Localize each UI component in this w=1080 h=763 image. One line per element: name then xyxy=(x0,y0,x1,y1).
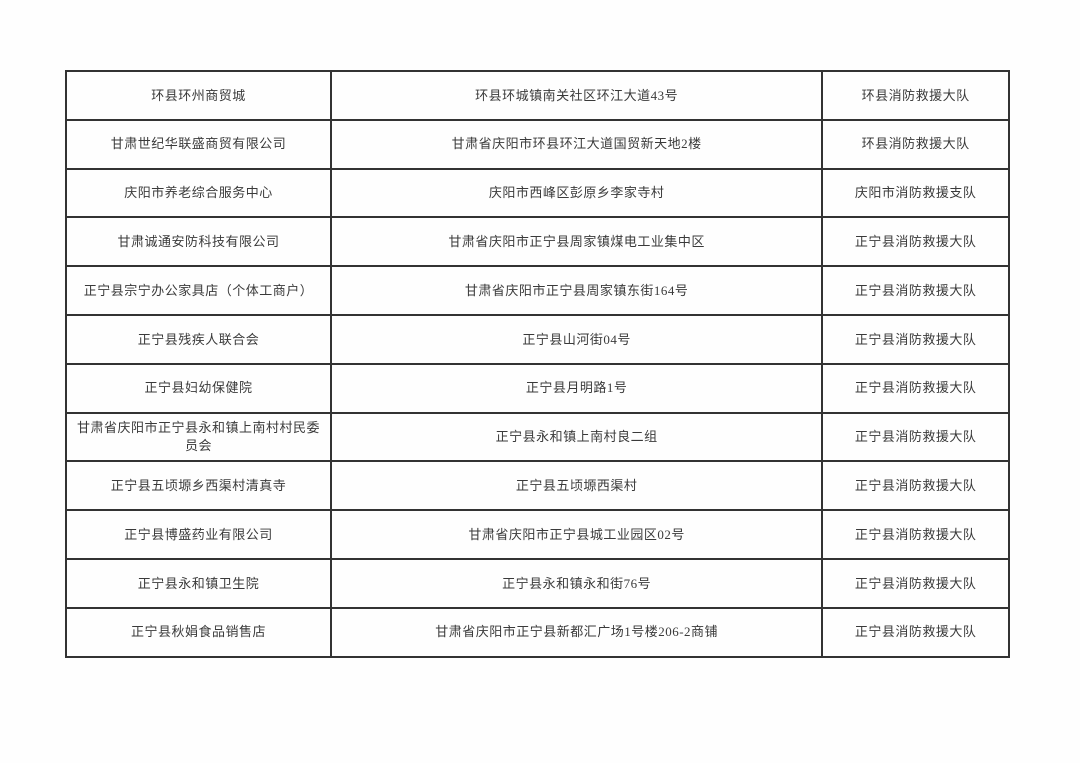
table-body: 环县环州商贸城 环县环城镇南关社区环江大道43号 环县消防救援大队 甘肃世纪华联盛商贸… xyxy=(65,70,1010,658)
table-row: 正宁县秋娟食品销售店 甘肃省庆阳市正宁县新都汇广场1号楼206-2商铺 正宁县消防救… xyxy=(65,606,1010,658)
table-row: 正宁县妇幼保健院 正宁县月明路1号 正宁县消防救援大队 xyxy=(65,362,1010,414)
table-row: 甘肃世纪华联盛商贸有限公司 甘肃省庆阳市环县环江大道国贸新天地2楼 环县消防救援大队 xyxy=(65,118,1010,170)
agency-cell: 正宁县消防救援大队 xyxy=(821,509,1010,560)
agency-cell: 正宁县消防救援大队 xyxy=(821,265,1010,316)
table-row: 环县环州商贸城 环县环城镇南关社区环江大道43号 环县消防救援大队 xyxy=(65,70,1010,121)
unit-name-cell: 甘肃世纪华联盛商贸有限公司 xyxy=(65,118,332,170)
unit-name-cell: 甘肃诚通安防科技有限公司 xyxy=(65,216,332,268)
unit-name-cell: 正宁县宗宁办公家具店（个体工商户） xyxy=(65,265,332,316)
agency-cell: 环县消防救援大队 xyxy=(821,70,1010,121)
address-cell: 正宁县五顷塬西渠村 xyxy=(329,460,824,512)
address-cell: 甘肃省庆阳市正宁县城工业园区02号 xyxy=(329,509,824,560)
table-row: 甘肃省庆阳市正宁县永和镇上南村村民委员会 正宁县永和镇上南村良二组 正宁县消防救援大… xyxy=(65,411,1010,463)
unit-name-cell: 正宁县残疾人联合会 xyxy=(65,313,332,365)
address-cell: 甘肃省庆阳市正宁县新都汇广场1号楼206-2商铺 xyxy=(329,606,824,658)
agency-cell: 正宁县消防救援大队 xyxy=(821,313,1010,365)
address-cell: 甘肃省庆阳市正宁县周家镇东街164号 xyxy=(329,265,824,316)
unit-name-cell: 正宁县秋娟食品销售店 xyxy=(65,606,332,658)
address-cell: 甘肃省庆阳市正宁县周家镇煤电工业集中区 xyxy=(329,216,824,268)
unit-name-cell: 正宁县永和镇卫生院 xyxy=(65,557,332,609)
address-cell: 正宁县永和镇永和街76号 xyxy=(329,557,824,609)
unit-name-cell: 环县环州商贸城 xyxy=(65,70,332,121)
table-row: 甘肃诚通安防科技有限公司 甘肃省庆阳市正宁县周家镇煤电工业集中区 正宁县消防救援大队 xyxy=(65,216,1010,268)
unit-name-cell: 正宁县博盛药业有限公司 xyxy=(65,509,332,560)
table-row: 庆阳市养老综合服务中心 庆阳市西峰区彭原乡李家寺村 庆阳市消防救援支队 xyxy=(65,167,1010,219)
establishment-directory-table: 环县环州商贸城 环县环城镇南关社区环江大道43号 环县消防救援大队 甘肃世纪华联盛商贸… xyxy=(65,70,1010,658)
unit-name-cell: 正宁县妇幼保健院 xyxy=(65,362,332,414)
agency-cell: 正宁县消防救援大队 xyxy=(821,411,1010,463)
agency-cell: 庆阳市消防救援支队 xyxy=(821,167,1010,219)
agency-cell: 正宁县消防救援大队 xyxy=(821,606,1010,658)
table-row: 正宁县残疾人联合会 正宁县山河街04号 正宁县消防救援大队 xyxy=(65,313,1010,365)
unit-name-cell: 庆阳市养老综合服务中心 xyxy=(65,167,332,219)
address-cell: 正宁县月明路1号 xyxy=(329,362,824,414)
agency-cell: 环县消防救援大队 xyxy=(821,118,1010,170)
address-cell: 庆阳市西峰区彭原乡李家寺村 xyxy=(329,167,824,219)
address-cell: 环县环城镇南关社区环江大道43号 xyxy=(329,70,824,121)
table-row: 正宁县永和镇卫生院 正宁县永和镇永和街76号 正宁县消防救援大队 xyxy=(65,557,1010,609)
agency-cell: 正宁县消防救援大队 xyxy=(821,362,1010,414)
table-row: 正宁县宗宁办公家具店（个体工商户） 甘肃省庆阳市正宁县周家镇东街164号 正宁县消防… xyxy=(65,265,1010,316)
agency-cell: 正宁县消防救援大队 xyxy=(821,216,1010,268)
agency-cell: 正宁县消防救援大队 xyxy=(821,557,1010,609)
address-cell: 正宁县山河街04号 xyxy=(329,313,824,365)
unit-name-cell: 正宁县五顷塬乡西渠村清真寺 xyxy=(65,460,332,512)
address-cell: 甘肃省庆阳市环县环江大道国贸新天地2楼 xyxy=(329,118,824,170)
table-row: 正宁县五顷塬乡西渠村清真寺 正宁县五顷塬西渠村 正宁县消防救援大队 xyxy=(65,460,1010,512)
agency-cell: 正宁县消防救援大队 xyxy=(821,460,1010,512)
address-cell: 正宁县永和镇上南村良二组 xyxy=(329,411,824,463)
table-row: 正宁县博盛药业有限公司 甘肃省庆阳市正宁县城工业园区02号 正宁县消防救援大队 xyxy=(65,509,1010,560)
unit-name-cell: 甘肃省庆阳市正宁县永和镇上南村村民委员会 xyxy=(65,411,332,463)
